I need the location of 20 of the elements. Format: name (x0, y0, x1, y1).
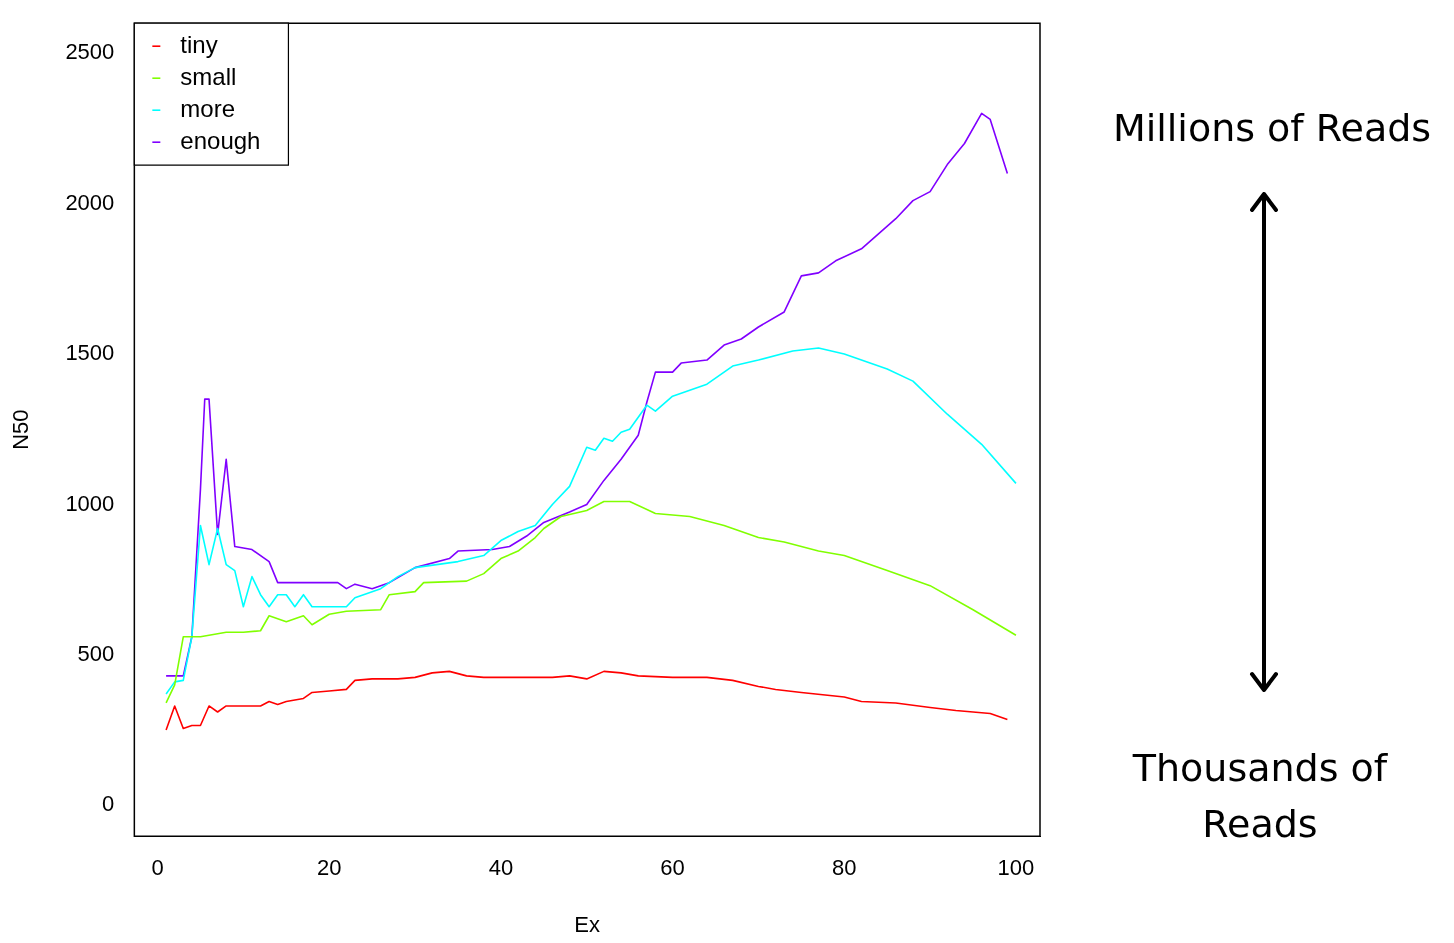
x-tick-label: 0 (151, 855, 164, 881)
legend-label: small (180, 62, 237, 90)
x-axis-title: Ex (574, 911, 601, 937)
legend-label: tiny (180, 30, 218, 58)
x-tick-label: 40 (488, 855, 514, 881)
text: Thousands of Reads (1131, 745, 1389, 848)
y-axis-title: N50 (8, 409, 34, 450)
x-tick-label: 20 (316, 855, 342, 881)
x-tick-label: 100 (997, 855, 1035, 881)
x-tick-label: 80 (832, 855, 857, 881)
y-tick-label: 0 (102, 791, 115, 817)
text: Millions of Reads (1111, 105, 1433, 152)
x-tick-label: 60 (660, 855, 685, 881)
legend-label: more (180, 94, 236, 122)
legend-label: enough (180, 126, 261, 154)
y-tick-label: 2000 (65, 189, 115, 215)
y-tick-label: 2500 (65, 39, 115, 65)
y-tick-label: 500 (77, 640, 115, 666)
y-tick-label: 1500 (65, 340, 115, 366)
y-tick-label: 1000 (65, 490, 115, 516)
